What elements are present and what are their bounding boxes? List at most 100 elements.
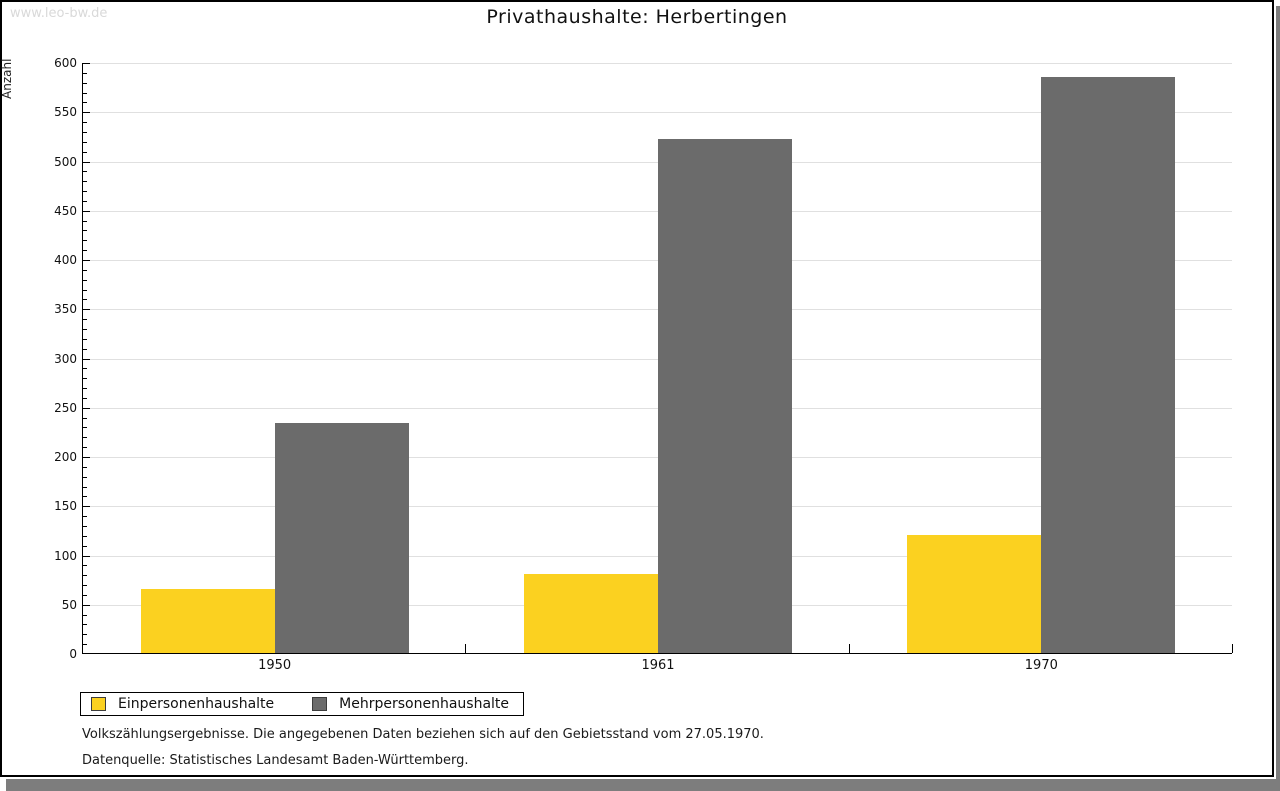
bar-1950-mehrpersonen xyxy=(274,422,409,653)
gridline-y-550 xyxy=(83,112,1232,114)
legend-swatch-icon xyxy=(312,697,328,711)
y-minor-tick-360 xyxy=(83,299,87,301)
bar-1961-mehrpersonen xyxy=(658,138,792,653)
y-minor-tick-70 xyxy=(83,585,87,587)
y-minor-tick-390 xyxy=(83,269,87,271)
y-minor-tick-30 xyxy=(83,624,87,626)
y-minor-tick-440 xyxy=(83,220,87,222)
y-minor-tick-310 xyxy=(83,348,87,350)
y-tick-label-200: 200 xyxy=(54,450,77,464)
y-tick-label-50: 50 xyxy=(61,597,77,612)
legend-item-mehrpersonenhaushalte: Mehrpersonenhaushalte xyxy=(312,696,509,712)
y-minor-tick-570 xyxy=(83,92,87,94)
y-major-tick-50 xyxy=(83,604,90,606)
gridline-y-400 xyxy=(83,260,1232,261)
chart-frame: www.leo-bw.de Privathaushalte: Herbertin… xyxy=(0,0,1274,777)
gridline-y-200 xyxy=(83,457,1232,458)
y-minor-tick-520 xyxy=(83,141,87,143)
x-tick-label-1970: 1970 xyxy=(1024,658,1058,673)
y-minor-tick-170 xyxy=(83,486,87,488)
legend-item-einpersonenhaushalte: Einpersonenhaushalte xyxy=(91,696,274,712)
y-minor-tick-110 xyxy=(83,545,87,547)
y-minor-tick-220 xyxy=(83,437,87,439)
y-minor-tick-40 xyxy=(83,614,87,616)
y-minor-tick-530 xyxy=(83,131,87,133)
legend-label: Einpersonenhaushalte xyxy=(118,696,275,712)
y-tick-label-250: 250 xyxy=(54,400,77,415)
y-minor-tick-580 xyxy=(83,82,87,84)
y-tick-label-500: 500 xyxy=(54,154,77,169)
y-tick-label-150: 150 xyxy=(54,499,77,514)
y-minor-tick-490 xyxy=(83,171,87,173)
y-tick-label-550: 550 xyxy=(54,105,77,120)
legend-swatch-icon xyxy=(91,697,106,711)
x-boundary-tick-3 xyxy=(1232,644,1233,653)
y-minor-tick-430 xyxy=(83,230,87,232)
y-minor-tick-190 xyxy=(83,466,87,468)
y-minor-tick-470 xyxy=(83,191,87,193)
y-minor-tick-210 xyxy=(83,447,87,449)
y-minor-tick-420 xyxy=(83,240,87,242)
gridline-y-350 xyxy=(83,309,1232,311)
legend: Einpersonenhaushalte Mehrpersonenhaushalt… xyxy=(80,692,525,716)
x-tick-label-1950: 1950 xyxy=(258,658,292,673)
y-minor-tick-80 xyxy=(83,575,87,577)
gridline-y-250 xyxy=(83,407,1232,409)
y-minor-tick-90 xyxy=(83,565,87,567)
bar-1950-einpersonen xyxy=(140,588,275,653)
y-minor-tick-320 xyxy=(83,338,87,340)
y-major-tick-500 xyxy=(83,161,90,163)
y-minor-tick-480 xyxy=(83,181,87,183)
y-minor-tick-590 xyxy=(83,72,87,74)
bar-1961-einpersonen xyxy=(524,574,658,653)
y-minor-tick-60 xyxy=(83,594,87,596)
watermark: www.leo-bw.de xyxy=(10,6,108,21)
gridline-y-450 xyxy=(83,210,1232,212)
gridline-y-300 xyxy=(83,358,1232,360)
y-minor-tick-540 xyxy=(83,122,87,124)
y-minor-tick-330 xyxy=(83,328,87,330)
bar-1970-einpersonen xyxy=(907,534,1042,653)
y-major-tick-100 xyxy=(83,555,90,557)
y-major-tick-400 xyxy=(83,260,90,261)
y-major-tick-550 xyxy=(83,112,90,114)
bar-1970-mehrpersonen xyxy=(1041,76,1176,653)
gridline-y-150 xyxy=(83,506,1232,508)
y-minor-tick-160 xyxy=(83,496,87,498)
y-minor-tick-240 xyxy=(83,417,87,419)
y-minor-tick-370 xyxy=(83,289,87,291)
y-minor-tick-560 xyxy=(83,102,87,104)
y-tick-label-450: 450 xyxy=(54,203,77,218)
y-minor-tick-460 xyxy=(83,200,87,202)
gridline-y-500 xyxy=(83,161,1232,163)
y-minor-tick-280 xyxy=(83,378,87,380)
y-minor-tick-270 xyxy=(83,388,87,390)
x-boundary-tick-2 xyxy=(848,644,850,653)
y-minor-tick-140 xyxy=(83,516,87,518)
y-minor-tick-380 xyxy=(83,279,87,281)
frame-shadow-right xyxy=(1276,6,1280,791)
footnote-datenquelle: Datenquelle: Statistisches Landesamt Bad… xyxy=(82,753,469,768)
y-tick-label-400: 400 xyxy=(54,253,77,267)
y-major-tick-600 xyxy=(83,63,90,64)
y-minor-tick-510 xyxy=(83,151,87,153)
y-major-tick-200 xyxy=(83,457,90,458)
y-major-tick-250 xyxy=(83,407,90,409)
legend-label: Mehrpersonenhaushalte xyxy=(339,696,510,712)
y-major-tick-450 xyxy=(83,210,90,212)
y-minor-tick-20 xyxy=(83,634,87,636)
x-boundary-tick-1 xyxy=(465,644,467,653)
y-minor-tick-10 xyxy=(83,644,87,646)
footnote-gebietsstand: Volkszählungsergebnisse. Die angegebenen… xyxy=(82,727,764,742)
frame-shadow-bottom xyxy=(6,779,1280,791)
y-axis-label: Anzahl xyxy=(0,58,14,100)
y-major-tick-350 xyxy=(83,309,90,311)
y-minor-tick-340 xyxy=(83,319,87,321)
y-major-tick-300 xyxy=(83,358,90,360)
gridline-y-100 xyxy=(83,555,1232,557)
plot-area: 0 50 100 150 200 250 300 350 400 450 500 550 600 1950… xyxy=(54,56,1233,673)
y-tick-label-300: 300 xyxy=(54,351,77,366)
gridline-y-600 xyxy=(83,63,1232,64)
chart-title: Privathaushalte: Herbertingen xyxy=(486,6,788,28)
